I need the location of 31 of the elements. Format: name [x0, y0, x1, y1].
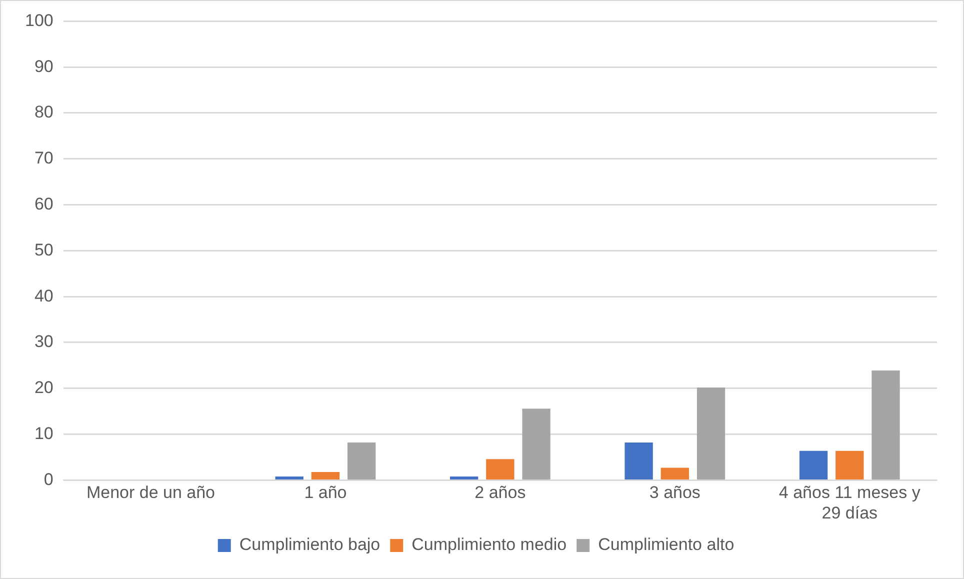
y-tick-label: 70 — [34, 148, 54, 168]
x-tick-label: Menor de un año — [86, 483, 215, 502]
bar — [450, 476, 478, 480]
bar — [696, 387, 726, 480]
legend-label: Cumplimiento medio — [412, 535, 567, 554]
bar — [311, 472, 340, 480]
y-tick-label: 60 — [34, 194, 54, 214]
bar — [486, 459, 514, 480]
bar — [836, 450, 864, 480]
y-tick-label: 0 — [44, 470, 54, 489]
y-tick-label: 90 — [34, 56, 54, 76]
x-tick-label: 1 año — [304, 483, 347, 502]
legend-label: Cumplimiento bajo — [239, 535, 380, 554]
y-tick-label: 50 — [34, 240, 54, 260]
bar — [522, 408, 550, 480]
x-tick-label: 4 años 11 meses y 29 días — [778, 483, 921, 522]
bar — [872, 370, 900, 480]
bar — [799, 450, 828, 480]
y-tick-label: 20 — [34, 378, 54, 398]
y-tick-label: 40 — [34, 286, 54, 306]
bar — [624, 442, 653, 480]
bar — [347, 442, 376, 480]
bar — [275, 476, 304, 480]
y-tick-label: 80 — [34, 102, 54, 122]
y-tick-label: 100 — [24, 10, 54, 30]
x-tick-label: 2 años — [474, 483, 526, 502]
x-tick-label: 3 años — [649, 483, 700, 502]
y-tick-label: 10 — [34, 424, 54, 443]
y-tick-label: 30 — [34, 332, 54, 352]
legend-label: Cumplimiento alto — [598, 535, 734, 554]
bar — [660, 468, 689, 480]
